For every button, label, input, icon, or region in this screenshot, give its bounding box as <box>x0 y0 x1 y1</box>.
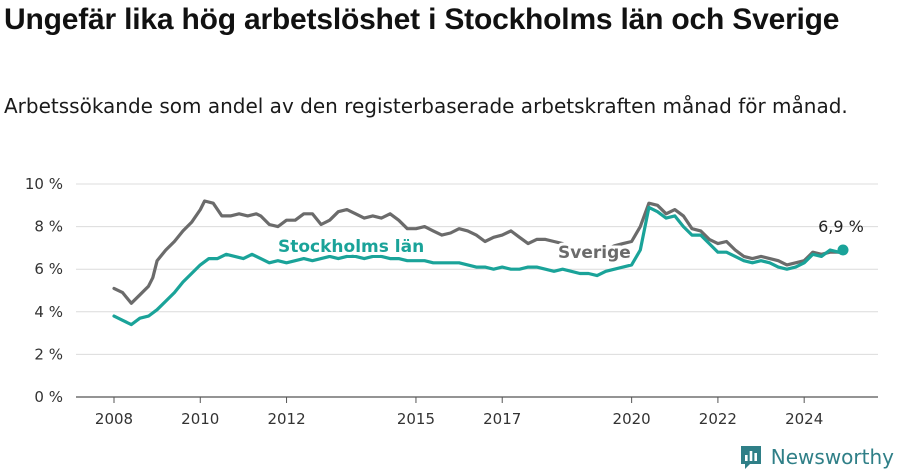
newsworthy-logo-icon <box>740 446 761 469</box>
brand-name: Newsworthy <box>770 445 894 469</box>
y-tick-label: 10 % <box>25 175 63 193</box>
series-lines <box>112 199 845 327</box>
x-tick-label: 2008 <box>95 410 133 428</box>
series-line-sverige <box>112 199 845 305</box>
brand-logo: Newsworthy <box>739 444 894 470</box>
y-tick-label: 4 % <box>34 303 63 321</box>
x-axis: 2008 2010 2012 2015 2017 2020 2022 2024 <box>95 397 823 428</box>
y-tick-label: 0 % <box>34 388 63 406</box>
chart-subtitle: Arbetssökande som andel av den registerb… <box>4 94 848 118</box>
y-tick-label: 2 % <box>34 345 63 363</box>
y-axis: 0 % 2 % 4 % 6 % 8 % 10 % <box>25 175 63 406</box>
x-tick-label: 2024 <box>785 410 823 428</box>
end-point-marker <box>837 244 849 256</box>
y-tick-label: 6 % <box>34 260 63 278</box>
x-tick-label: 2012 <box>267 410 305 428</box>
series-line-stockholm <box>112 205 845 327</box>
series-labels: Sverige Stockholms län 6,9 % <box>275 217 864 266</box>
x-tick-label: 2020 <box>613 410 651 428</box>
x-tick-label: 2022 <box>699 410 737 428</box>
series-label-sverige: Sverige <box>558 243 631 263</box>
x-tick-label: 2010 <box>181 410 219 428</box>
y-tick-label: 8 % <box>34 218 63 236</box>
x-tick-label: 2017 <box>483 410 521 428</box>
x-tick-label: 2015 <box>397 410 435 428</box>
chart-title: Ungefär lika hög arbetslöshet i Stockhol… <box>4 3 840 36</box>
series-label-stockholm: Stockholms län <box>278 237 424 257</box>
grid <box>76 183 878 398</box>
end-value-label: 6,9 % <box>818 217 864 236</box>
